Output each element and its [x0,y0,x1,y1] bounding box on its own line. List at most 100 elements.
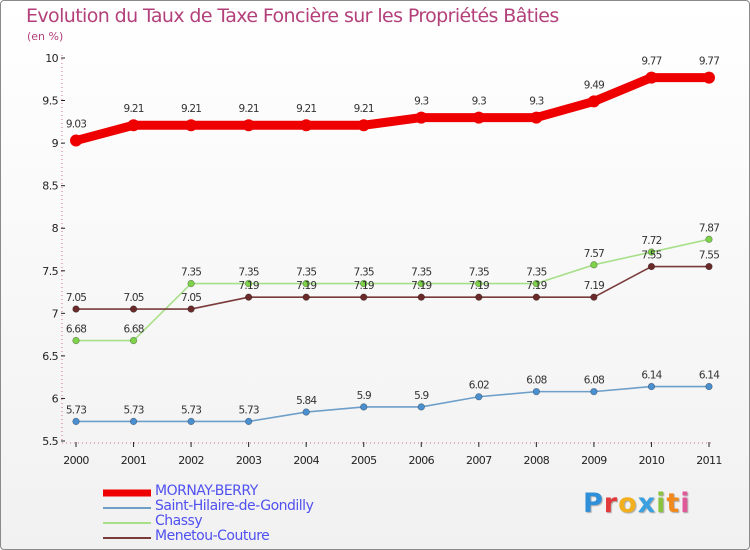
logo-letter: x [637,488,657,519]
data-label: 7.35 [354,267,374,279]
data-label: 7.35 [296,267,316,279]
x-tick-label: 2008 [524,454,550,467]
data-label: 7.35 [181,267,201,279]
data-point [70,134,82,147]
data-point [360,279,368,288]
data-label: 7.87 [699,222,719,234]
data-label: 9.21 [354,103,374,115]
data-point [472,111,485,124]
series-line-chassy [75,238,710,342]
y-tick-label: 5.5 [42,435,58,448]
data-point [185,119,198,132]
data-point [300,119,313,132]
legend-label: Menetou-Couture [155,528,270,544]
data-label: 5.73 [239,404,259,416]
data-label: 7.55 [699,250,719,262]
data-point [72,305,80,313]
legend-swatch [103,506,151,509]
data-point [705,235,713,243]
data-point [475,293,483,301]
data-point [532,387,541,396]
y-axis-unit-label: (en %) [27,30,64,43]
data-label: 5.73 [123,404,143,416]
data-point [129,336,138,345]
data-point [187,279,195,288]
y-tick-label: 6.5 [42,350,58,363]
x-tick-label: 2003 [236,454,262,467]
data-point [705,262,713,271]
data-point [645,71,658,84]
data-label: 9.3 [472,96,486,108]
data-label: 7.19 [526,280,546,292]
data-point [360,403,368,411]
data-label: 7.19 [469,280,489,292]
legend-label: MORNAY-BERRY [155,483,258,499]
proxiti-logo: Proxiti [583,488,691,519]
data-label: 9.77 [641,56,661,68]
data-label: 7.19 [239,280,259,292]
data-label: 7.35 [239,267,259,279]
data-label: 5.9 [357,390,371,402]
data-point [647,382,656,391]
data-label: 7.19 [411,280,431,292]
data-point [302,293,310,301]
logo-letter: o [618,488,638,519]
data-label: 7.55 [641,250,661,262]
data-label: 6.08 [584,375,604,387]
data-point [647,248,656,256]
data-label: 5.73 [181,404,201,416]
x-tick-label: 2010 [639,454,665,467]
x-tick-label: 2007 [466,454,492,467]
legend-swatch [103,521,151,524]
logo-letter: i [656,488,667,519]
data-label: 9.77 [699,56,719,68]
data-label: 7.05 [123,292,143,304]
data-label: 7.72 [641,235,661,247]
data-label: 9.49 [584,79,604,91]
logo-letter: P [583,488,604,519]
series-line-mornay-berry [71,73,714,146]
chart-title: Evolution du Taux de Taxe Foncière sur l… [26,5,559,27]
data-label: 5.9 [414,390,428,402]
data-point [587,95,600,108]
x-tick-label: 2002 [178,454,204,467]
y-tick-label: 9.5 [42,95,58,108]
data-point [590,261,598,269]
data-label: 7.19 [296,280,316,292]
data-point [417,279,425,288]
legend-label: Saint-Hilaire-de-Gondilly [155,498,314,514]
data-point [129,417,138,426]
data-point [590,293,598,301]
data-label: 5.84 [296,395,317,407]
x-tick-label: 2001 [121,454,147,467]
y-tick-label: 6 [52,392,59,405]
y-tick-label: 8 [52,222,59,235]
data-point [702,71,715,84]
data-label: 9.21 [239,103,259,115]
data-label: 9.21 [296,103,316,115]
y-tick-label: 7.5 [42,265,58,278]
data-label: 7.35 [469,267,489,279]
data-label: 6.14 [699,370,720,382]
data-label: 9.03 [66,119,86,131]
data-label: 6.14 [641,370,662,382]
x-axis: 2000 2001 2002 2003 2004 2005 2006 2007 2008 2009… [62,442,722,467]
x-tick-label: 2009 [581,454,607,467]
data-label: 7.05 [181,292,201,304]
x-tick-label: 2006 [408,454,434,467]
data-point [532,279,541,288]
data-point [129,305,138,313]
y-tick-label: 8.5 [42,180,58,193]
data-label: 6.02 [469,380,489,392]
data-point [705,382,713,391]
series-line-saint-hilaire-de-gondilly [75,385,710,423]
series-layer [70,71,715,426]
y-axis: 5.5 6 6.5 7 7.5 8 8.5 9 9.5 10 [42,52,65,448]
data-point [302,408,310,416]
y-tick-label: 9 [52,137,59,150]
data-point [415,111,428,124]
data-point [475,393,483,401]
data-label: 7.19 [584,280,604,292]
